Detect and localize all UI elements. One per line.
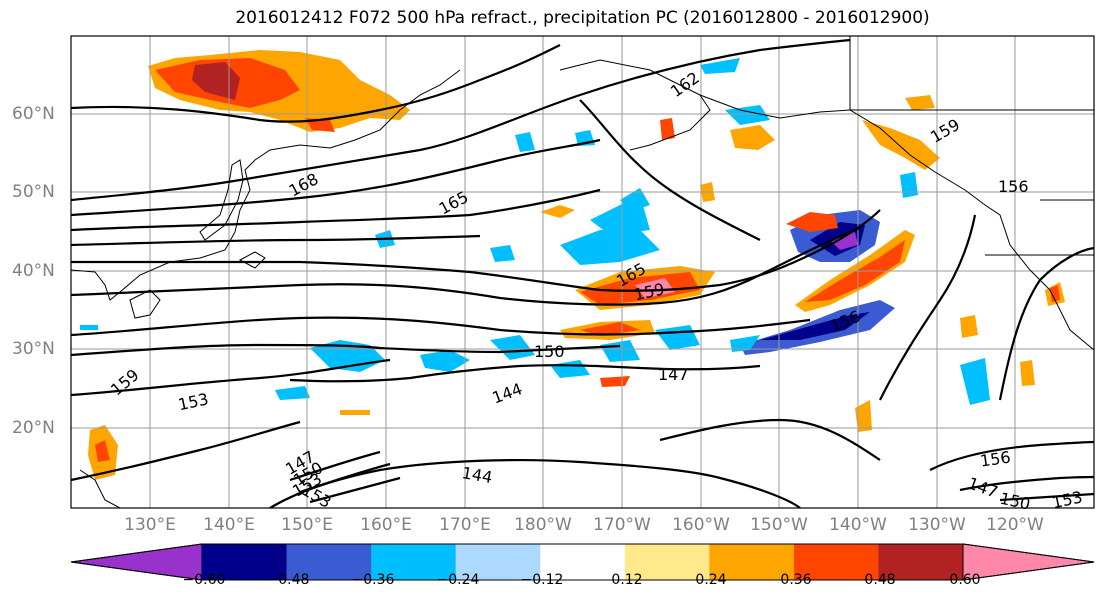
lon-label: 170°W [593, 515, 651, 535]
colorbar-tick-label: 0.60 [949, 572, 981, 588]
colorbar-tick-label: −0.48 [266, 572, 310, 588]
lat-label: 50°N [12, 182, 55, 202]
colorbar-segment [793, 544, 879, 580]
colorbar-tick-label: −0.12 [520, 572, 564, 588]
colorbar-segment [878, 544, 964, 580]
colorbar-tick-label: 0.12 [611, 572, 643, 588]
lon-label: 140°E [203, 515, 255, 535]
colorbar-tick-label: −0.24 [436, 572, 480, 588]
colorbar-segment [455, 544, 541, 580]
colorbar-outline [70, 543, 1095, 581]
colorbar-segment [286, 544, 372, 580]
lon-label: 150°W [750, 515, 808, 535]
lon-label: 170°E [439, 515, 491, 535]
lat-label: 20°N [12, 418, 55, 438]
colorbar-tick-label: 0.48 [864, 572, 896, 588]
colorbar-tick-label: 0.24 [695, 572, 727, 588]
colorbar-segment [202, 544, 288, 580]
lon-label: 160°E [360, 515, 412, 535]
colorbar-tick-label: −0.60 [182, 572, 226, 588]
lon-label: 120°W [986, 515, 1044, 535]
lon-label: 130°W [908, 515, 966, 535]
contour-label: 150 [534, 342, 565, 361]
colorbar-segment [709, 544, 795, 580]
colorbar-segment [540, 544, 626, 580]
lat-label: 30°N [12, 339, 55, 359]
coastlines [70, 36, 1095, 509]
map-title: 2016012412 F072 500 hPa refract., precip… [235, 8, 930, 28]
lon-label: 140°W [829, 515, 887, 535]
lat-label: 60°N [12, 104, 55, 124]
colorbar [70, 543, 1095, 581]
lon-label: 150°E [281, 515, 333, 535]
colorbar-segment [371, 544, 457, 580]
colorbar-segment [624, 544, 710, 580]
lon-label: 180°W [514, 515, 572, 535]
lon-label: 160°W [672, 515, 730, 535]
colorbar-tick-label: 0.36 [780, 572, 812, 588]
graticule [71, 36, 1094, 508]
colorbar-tick-label: −0.36 [351, 572, 395, 588]
contour-label: 156 [998, 177, 1029, 196]
refractivity-contours [70, 38, 1095, 509]
lat-label: 40°N [12, 261, 55, 281]
contour-label: 147 [658, 365, 689, 384]
contour-label: 156 [979, 448, 1012, 471]
lon-label: 130°E [124, 515, 176, 535]
